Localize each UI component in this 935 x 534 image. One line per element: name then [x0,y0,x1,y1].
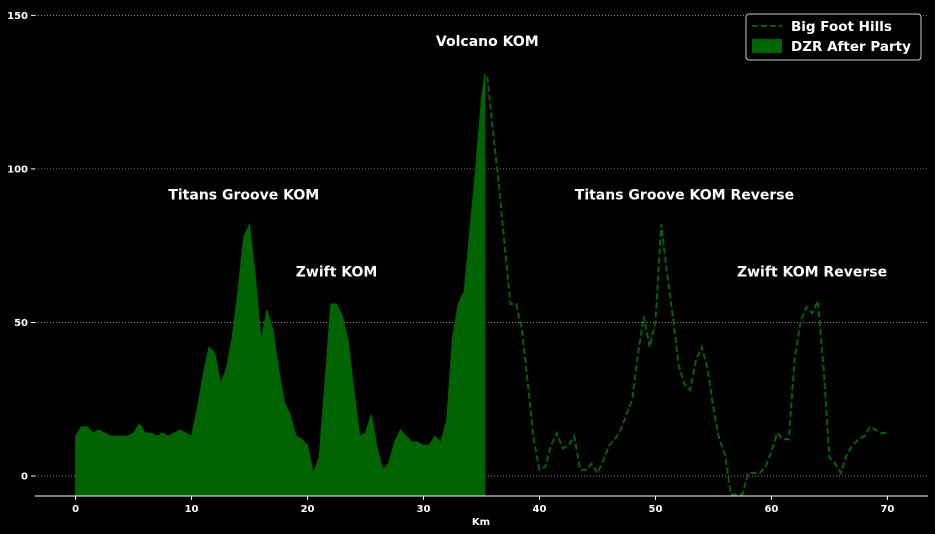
annotation-label: Titans Groove KOM [168,188,319,204]
y-tick-label: 150 [7,11,28,22]
x-tick-label: 70 [880,504,894,515]
annotation-label: Zwift KOM Reverse [737,264,887,280]
annotation-label: Zwift KOM [296,264,378,280]
legend: Big Foot Hills DZR After Party [745,13,922,61]
series-dzr-after-party-area [75,73,486,497]
y-tick-label: 50 [14,318,28,329]
annotation-label: Titans Groove KOM Reverse [575,188,794,204]
annotations: Titans Groove KOM Zwift KOM Volcano KOM Tit… [168,34,887,280]
x-tick-label: 0 [72,504,79,515]
x-tick-label: 60 [764,504,778,515]
x-tick-label: 20 [301,504,315,515]
series-big-foot-hills-line [486,76,888,496]
x-tick-label: 30 [417,504,431,515]
x-tick-label: 10 [185,504,199,515]
x-tick-label: 50 [649,504,663,515]
x-tick-label: 40 [533,504,547,515]
y-tick-label: 100 [7,164,28,175]
annotation-label: Volcano KOM [436,34,539,50]
legend-box [745,13,922,61]
y-tick-label: 0 [21,472,28,483]
tick-labels: 0 50 100 150 0 10 20 30 40 50 60 70 [7,11,894,515]
legend-label: DZR After Party [791,39,911,55]
area-series [75,73,486,497]
legend-label: Big Foot Hills [791,19,892,35]
legend-swatch-area [752,39,782,53]
line-series [486,76,888,496]
x-axis-label: Km [472,517,490,528]
